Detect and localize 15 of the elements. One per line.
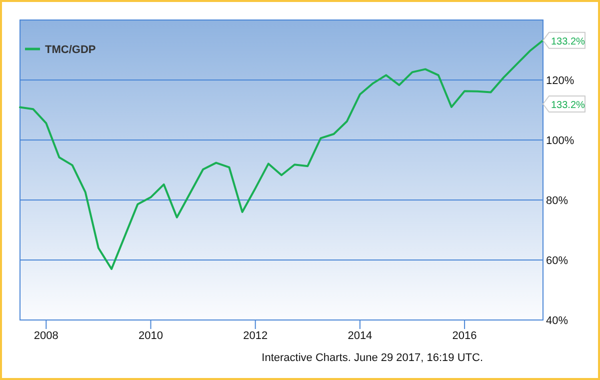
y-tick-label: 100% [546, 135, 574, 147]
legend-label: TMC/GDP [45, 44, 96, 56]
text: Interactive Charts. June 29 2017, 16:19 UTC. [262, 352, 483, 364]
y-tick-label: 120% [546, 75, 574, 87]
text: 133.2% [551, 100, 586, 111]
x-tick-label: 2016 [452, 330, 477, 342]
y-tick-label: 80% [546, 195, 568, 207]
x-tick-label: 2010 [138, 330, 163, 342]
x-tick-label: 2014 [348, 330, 372, 342]
y-tick-label: 40% [546, 315, 568, 327]
x-tick-label: 2008 [34, 330, 58, 342]
x-tick-label: 2012 [243, 330, 268, 342]
y-tick-label: 60% [546, 255, 568, 267]
line-series [19, 39, 544, 270]
annotation: 133.2% [551, 36, 586, 48]
